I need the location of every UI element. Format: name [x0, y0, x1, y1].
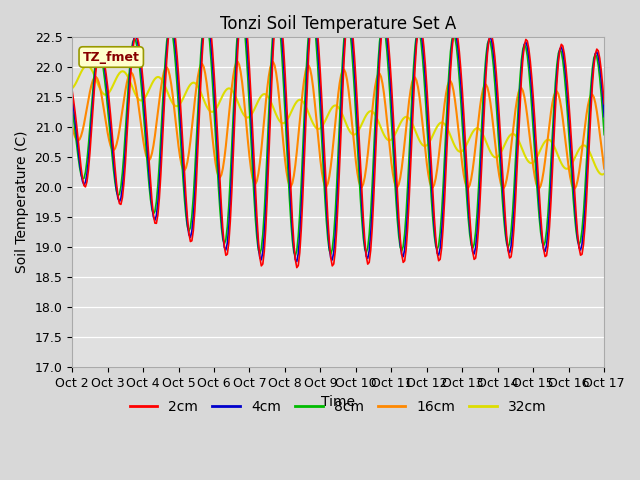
32cm [537, 146, 545, 152]
Line: 4cm: 4cm [72, 4, 604, 262]
16cm [372, 76, 380, 82]
4cm [374, 77, 382, 83]
8cm [83, 158, 91, 164]
2cm [274, 0, 282, 4]
4cm [392, 176, 399, 182]
Line: 32cm: 32cm [72, 66, 604, 175]
Line: 16cm: 16cm [72, 61, 604, 189]
4cm [167, 19, 175, 24]
2cm [374, 91, 382, 97]
2cm [600, 101, 608, 107]
32cm [599, 172, 607, 178]
32cm [600, 171, 608, 177]
8cm [374, 60, 382, 66]
16cm [234, 59, 241, 64]
Legend: 2cm, 4cm, 8cm, 16cm, 32cm: 2cm, 4cm, 8cm, 16cm, 32cm [124, 394, 552, 420]
2cm [293, 265, 301, 271]
2cm [167, 18, 175, 24]
32cm [390, 133, 398, 139]
8cm [404, 183, 412, 189]
8cm [538, 240, 546, 245]
4cm [274, 1, 282, 7]
16cm [600, 166, 608, 171]
2cm [538, 232, 546, 238]
4cm [404, 207, 412, 213]
16cm [537, 183, 545, 189]
2cm [404, 226, 412, 231]
8cm [600, 132, 608, 138]
16cm [390, 179, 398, 185]
32cm [83, 63, 91, 69]
4cm [68, 94, 76, 99]
Title: Tonzi Soil Temperature Set A: Tonzi Soil Temperature Set A [220, 15, 456, 33]
16cm [571, 186, 579, 192]
X-axis label: Time: Time [321, 396, 355, 409]
Y-axis label: Soil Temperature (C): Soil Temperature (C) [15, 131, 29, 274]
8cm [167, 24, 175, 30]
4cm [83, 171, 91, 177]
4cm [600, 114, 608, 120]
2cm [83, 179, 91, 185]
2cm [392, 160, 399, 166]
4cm [293, 259, 301, 264]
Line: 2cm: 2cm [72, 1, 604, 268]
32cm [169, 100, 177, 106]
8cm [291, 253, 299, 259]
8cm [68, 104, 76, 110]
16cm [83, 105, 91, 111]
8cm [392, 195, 399, 201]
8cm [272, 4, 280, 10]
32cm [372, 115, 380, 120]
16cm [403, 125, 410, 131]
16cm [167, 81, 175, 87]
32cm [68, 85, 76, 91]
16cm [68, 123, 76, 129]
Text: TZ_fmet: TZ_fmet [83, 50, 140, 63]
2cm [68, 88, 76, 94]
32cm [84, 63, 92, 69]
4cm [538, 237, 546, 242]
32cm [403, 114, 410, 120]
Line: 8cm: 8cm [72, 7, 604, 256]
